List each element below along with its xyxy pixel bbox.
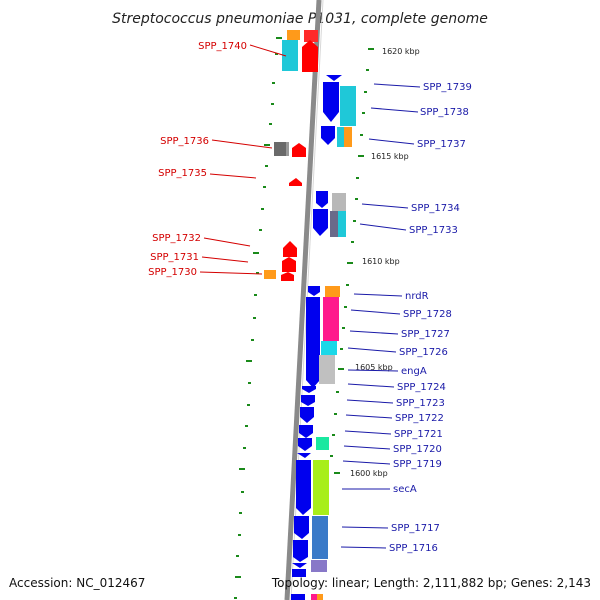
gene-spp-1717[interactable] <box>312 516 328 559</box>
gene-label[interactable]: SPP_1728 <box>403 309 452 320</box>
gene-label[interactable]: SPP_1735 <box>158 168 207 179</box>
gene-feature[interactable] <box>313 460 329 515</box>
accession-text: Accession: NC_012467 <box>9 576 145 590</box>
gene-label[interactable]: SPP_1740 <box>198 41 247 52</box>
gene-spp-1737[interactable] <box>344 127 352 147</box>
gene-feature[interactable] <box>306 297 320 388</box>
gene-engA[interactable] <box>319 355 335 384</box>
gene-spp-1740[interactable] <box>302 40 318 72</box>
forward-labels: SPP_1739 SPP_1738 SPP_1737 SPP_1734 SPP_… <box>389 82 472 554</box>
gene-spp-1721[interactable] <box>299 425 313 438</box>
gene-feature[interactable] <box>332 193 346 211</box>
gene-label[interactable]: SPP_1732 <box>152 233 201 244</box>
gene-label[interactable]: SPP_1733 <box>409 225 458 236</box>
gene-spp-1716[interactable] <box>293 540 308 562</box>
genome-summary-text: Topology: linear; Length: 2,111,882 bp; … <box>271 576 591 590</box>
gene-label[interactable]: SPP_1736 <box>160 136 209 147</box>
reverse-labels: SPP_1740 SPP_1736 SPP_1735 SPP_1732 SPP_… <box>148 41 247 278</box>
gene-label[interactable]: SPP_1716 <box>389 543 438 554</box>
gene-feature[interactable] <box>292 563 307 568</box>
gene-label[interactable]: SPP_1738 <box>420 107 469 118</box>
gene-spp-1728[interactable] <box>323 297 339 341</box>
gene-label[interactable]: nrdR <box>405 291 429 302</box>
kbp-markers: 1620 kbp 1615 kbp 1610 kbp 1605 kbp 1600… <box>350 47 420 478</box>
gene-spp-1719[interactable] <box>297 453 311 458</box>
kbp-marker: 1615 kbp <box>371 152 409 161</box>
gene-spp-1724[interactable] <box>302 386 316 393</box>
gene-feature[interactable] <box>291 594 305 600</box>
gene-spp-1731[interactable] <box>282 257 296 272</box>
gene-label[interactable]: SPP_1719 <box>393 459 442 470</box>
gene-feature[interactable] <box>317 594 323 600</box>
gene-feature[interactable] <box>311 594 317 600</box>
gene-label[interactable]: secA <box>393 484 417 495</box>
gene-label[interactable]: SPP_1726 <box>399 347 448 358</box>
gene-label[interactable]: SPP_1731 <box>150 252 199 263</box>
gene-feature[interactable] <box>326 75 342 81</box>
gene-label[interactable]: SPP_1723 <box>396 398 445 409</box>
kbp-marker: 1605 kbp <box>355 363 393 372</box>
gene-spp-1722[interactable] <box>300 407 314 423</box>
gene-feature[interactable] <box>311 560 327 572</box>
gene-label[interactable]: engA <box>401 366 427 377</box>
gene-spp-1732[interactable] <box>283 241 297 257</box>
gene-label[interactable]: SPP_1739 <box>423 82 472 93</box>
reverse-strand-genes <box>264 30 318 281</box>
kbp-marker: 1620 kbp <box>382 47 420 56</box>
forward-strand-genes <box>291 75 356 600</box>
gene-spp-1736[interactable] <box>292 143 306 157</box>
gene-feature[interactable] <box>294 516 309 539</box>
gene-feature[interactable] <box>282 40 298 71</box>
gene-spp-1735[interactable] <box>289 178 302 186</box>
gene-nrdR[interactable] <box>325 286 340 297</box>
gene-label[interactable]: SPP_1727 <box>401 329 450 340</box>
gene-label[interactable]: SPP_1721 <box>394 429 443 440</box>
gene-spp-1733[interactable] <box>338 211 346 237</box>
gene-feature[interactable] <box>286 142 289 156</box>
gene-feature[interactable] <box>274 142 288 156</box>
gene-label[interactable]: SPP_1724 <box>397 382 446 393</box>
forward-strand-ticks <box>330 48 374 474</box>
kbp-marker: 1610 kbp <box>362 257 400 266</box>
gene-spp-1738[interactable] <box>340 86 356 126</box>
gene-spp-1734[interactable] <box>313 209 328 236</box>
gene-label[interactable]: SPP_1722 <box>395 413 444 424</box>
gene-label[interactable]: SPP_1730 <box>148 267 197 278</box>
gene-feature[interactable] <box>304 30 318 42</box>
gene-spp-1730[interactable] <box>281 272 294 281</box>
gene-spp-1726[interactable] <box>321 341 337 355</box>
gene-feature[interactable] <box>308 286 320 296</box>
kbp-marker: 1600 kbp <box>350 469 388 478</box>
reverse-label-leaders <box>199 44 287 275</box>
gene-label[interactable]: SPP_1737 <box>417 139 466 150</box>
gene-feature[interactable] <box>316 191 328 208</box>
gene-feature[interactable] <box>292 569 306 577</box>
gene-label[interactable]: SPP_1717 <box>391 523 440 534</box>
gene-feature[interactable] <box>330 211 338 237</box>
gene-feature[interactable] <box>287 30 300 40</box>
gene-spp-1739[interactable] <box>323 82 339 122</box>
reverse-strand-ticks <box>234 37 282 599</box>
gene-feature[interactable] <box>321 126 335 145</box>
gene-label[interactable]: SPP_1734 <box>411 203 460 214</box>
gene-feature[interactable] <box>264 270 276 279</box>
map-title: Streptococcus pneumoniae P1031, complete… <box>112 11 488 27</box>
gene-spp-1723[interactable] <box>301 395 315 406</box>
gene-spp-1720[interactable] <box>316 437 329 450</box>
gene-secA[interactable] <box>296 460 311 515</box>
gene-feature[interactable] <box>337 127 344 147</box>
gene-feature[interactable] <box>298 438 312 451</box>
forward-label-leaders <box>340 83 421 549</box>
gene-label[interactable]: SPP_1720 <box>393 444 442 455</box>
